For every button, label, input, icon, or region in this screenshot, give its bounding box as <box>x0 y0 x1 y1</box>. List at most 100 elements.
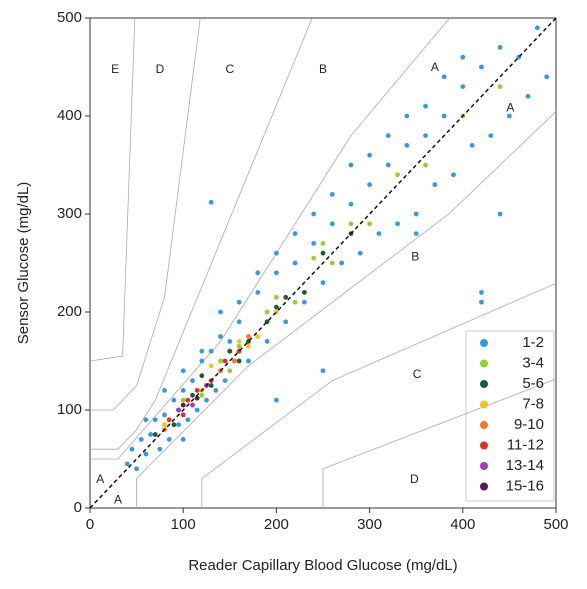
point <box>441 113 447 119</box>
point <box>166 417 172 423</box>
point <box>129 446 135 452</box>
point <box>208 363 214 369</box>
point <box>404 143 410 148</box>
point <box>157 446 163 452</box>
point <box>367 152 372 158</box>
x-tick-label: 100 <box>171 516 196 533</box>
point <box>413 211 419 217</box>
point <box>292 260 298 266</box>
y-tick-label: 100 <box>57 401 82 418</box>
point <box>171 397 177 403</box>
point <box>264 309 270 315</box>
point <box>194 395 200 401</box>
point <box>199 373 205 379</box>
point <box>423 103 428 109</box>
point <box>255 334 261 339</box>
legend-label: 15-16 <box>506 477 544 494</box>
point <box>348 221 354 227</box>
point <box>460 84 466 89</box>
point <box>194 407 200 413</box>
point <box>264 339 270 344</box>
point <box>227 348 233 354</box>
point <box>162 412 167 418</box>
x-axis-label: Reader Capillary Blood Glucose (mg/dL) <box>188 557 457 574</box>
point <box>311 255 317 261</box>
point <box>213 388 219 393</box>
point <box>194 388 200 393</box>
zone-boundary <box>136 110 556 508</box>
y-axis-label: Sensor Glucose (mg/dL) <box>15 182 32 345</box>
point <box>176 407 181 413</box>
point <box>497 45 503 50</box>
legend-marker <box>480 400 488 409</box>
point <box>376 231 382 237</box>
point <box>236 339 242 344</box>
point <box>148 432 153 437</box>
point <box>180 388 186 393</box>
point <box>479 290 484 295</box>
legend-label: 1-2 <box>522 334 544 351</box>
point <box>479 299 484 305</box>
point <box>246 334 251 339</box>
point <box>507 113 512 119</box>
point <box>292 299 298 305</box>
y-tick-label: 400 <box>57 107 82 124</box>
point <box>544 74 550 80</box>
legend-marker <box>480 441 488 450</box>
point <box>166 437 172 442</box>
point <box>329 260 335 266</box>
point <box>497 211 503 217</box>
point <box>320 280 326 285</box>
point <box>320 241 326 246</box>
point <box>357 250 363 256</box>
point <box>283 294 289 300</box>
point <box>469 143 475 148</box>
point <box>236 343 242 349</box>
point <box>176 422 181 428</box>
legend-label: 7-8 <box>522 395 544 412</box>
y-tick-label: 200 <box>57 303 82 320</box>
point <box>367 221 372 227</box>
legend-marker <box>480 339 488 347</box>
zone-label: D <box>410 472 419 486</box>
zone-label: B <box>411 249 419 263</box>
point <box>222 358 228 364</box>
point <box>218 334 223 339</box>
x-tick-label: 500 <box>543 516 568 533</box>
point <box>152 417 158 423</box>
point <box>246 343 251 349</box>
point <box>236 358 242 364</box>
point <box>274 304 279 310</box>
legend-marker <box>480 462 488 470</box>
point <box>274 397 279 403</box>
point <box>329 221 335 227</box>
zone-label: C <box>225 62 234 76</box>
legend-marker <box>480 380 488 388</box>
x-tick-label: 0 <box>86 516 94 533</box>
point <box>339 260 345 266</box>
point <box>320 368 326 374</box>
zone-boundary <box>90 18 451 460</box>
point <box>236 299 242 305</box>
y-tick-label: 0 <box>74 499 82 516</box>
point <box>190 378 195 383</box>
point <box>222 378 228 383</box>
point <box>274 270 279 276</box>
point <box>162 422 167 428</box>
point <box>413 231 419 237</box>
point <box>534 25 540 31</box>
zone-boundary <box>90 18 201 411</box>
point <box>152 432 158 437</box>
point <box>180 397 186 403</box>
point <box>451 172 456 178</box>
point <box>218 309 223 315</box>
point <box>185 417 191 423</box>
point <box>180 368 186 374</box>
point <box>208 383 214 388</box>
point <box>301 290 307 295</box>
point <box>311 241 317 246</box>
zone-boundary <box>90 18 313 450</box>
plot-area <box>90 18 556 508</box>
